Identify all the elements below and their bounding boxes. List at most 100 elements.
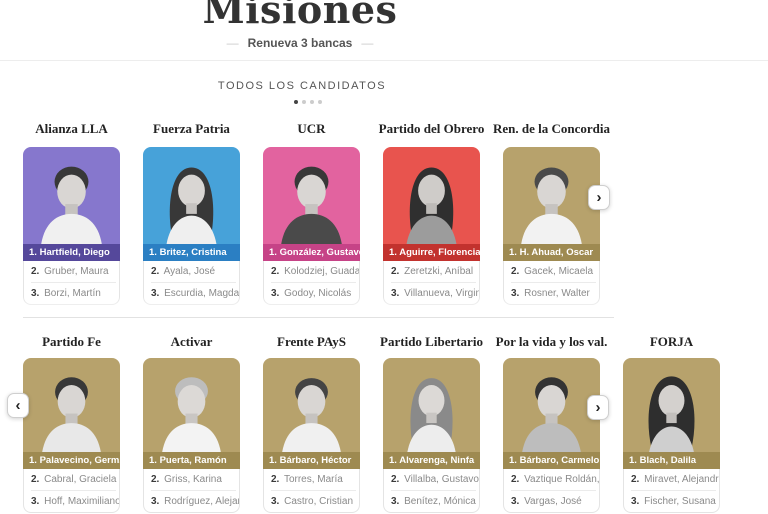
page-title: Misiones <box>202 0 398 32</box>
party-name: Partido del Obrero <box>378 121 485 136</box>
lead-number: 1. <box>389 455 397 466</box>
lead-name: Bárbaro, Carmelo <box>519 455 600 466</box>
lead-candidate-bar: 1. Blach, Dalila <box>623 452 720 469</box>
candidate-card: 1. Aguirre, Florencia 2. Zeretzki, Aníba… <box>383 147 480 305</box>
portrait-photo <box>143 147 240 244</box>
candidate-row: 2. Torres, María <box>264 469 359 490</box>
portrait-photo <box>23 358 120 452</box>
party-column-alianza-lla: Alianza LLA 1. Hartfield, Diego 2. Grube… <box>23 121 120 305</box>
candidate-name: Villalba, Gustavo <box>404 474 479 485</box>
candidate-card: 1. Hartfield, Diego 2. Gruber, Maura 3. … <box>23 147 120 305</box>
candidate-list: 2. Kolodziej, Guadal... 3. Godoy, Nicolá… <box>263 261 360 305</box>
next-button[interactable]: › <box>587 395 609 420</box>
candidate-number: 2. <box>31 266 40 277</box>
row-separator <box>31 490 116 491</box>
portrait-photo <box>503 147 600 244</box>
candidate-name: Borzi, Martín <box>44 288 101 299</box>
candidate-row: 2. Kolodziej, Guadal... <box>264 261 359 282</box>
candidate-name: Gacek, Micaela <box>524 266 594 277</box>
portrait-photo <box>503 358 600 452</box>
party-name: Por la vida y los val. <box>495 334 608 349</box>
male-silhouette-icon <box>521 167 582 244</box>
candidate-number: 3. <box>631 496 640 507</box>
candidate-row: 2. Zeretzki, Aníbal <box>384 261 479 282</box>
party-name: FORJA <box>649 334 694 349</box>
candidate-name: Fischer, Susana <box>644 496 716 507</box>
candidate-list: 2. Miravet, Alejandro 3. Fischer, Susana <box>623 469 720 513</box>
candidate-number: 3. <box>391 288 400 299</box>
party-column-partido-fe: Partido Fe 1. Palavecino, Germ... 2. Cab… <box>23 334 120 513</box>
lead-candidate-bar: 1. Alvarenga, Ninfa <box>383 452 480 469</box>
lead-candidate-bar: 1. Bárbaro, Héctor <box>263 452 360 469</box>
candidate-number: 3. <box>511 288 520 299</box>
lead-number: 1. <box>149 455 157 466</box>
male-silhouette-icon <box>282 377 341 452</box>
subtitle-dash-left: — <box>226 36 239 50</box>
party-column-forja: FORJA 1. Blach, Dalila 2. Miravet, Aleja… <box>623 334 720 513</box>
rows-divider <box>23 317 614 318</box>
chevron-left-icon: ‹ <box>15 397 21 414</box>
lead-name: Alvarenga, Ninfa <box>399 455 475 466</box>
carousel-dots <box>0 100 616 104</box>
candidate-row: 2. Gruber, Maura <box>24 261 119 282</box>
portrait-photo <box>263 358 360 452</box>
lead-candidate-bar: 1. H. Ahuad, Oscar <box>503 244 600 261</box>
candidates-row-2: Partido Fe 1. Palavecino, Germ... 2. Cab… <box>23 334 720 513</box>
candidate-number: 3. <box>151 288 160 299</box>
row-separator <box>31 282 116 283</box>
lead-number: 1. <box>269 455 277 466</box>
lead-name: González, Gustavo <box>279 247 360 258</box>
row-separator <box>511 282 596 283</box>
row-separator <box>631 490 716 491</box>
lead-candidate-bar: 1. Palavecino, Germ... <box>23 452 120 469</box>
candidate-name: Rosner, Walter <box>524 288 590 299</box>
party-column-partido-libertario: Partido Libertario 1. Alvarenga, Ninfa 2… <box>380 334 483 513</box>
candidate-card: 1. Bárbaro, Héctor 2. Torres, María 3. C… <box>263 358 360 513</box>
candidate-card: 1. Puerta, Ramón 2. Griss, Karina 3. Rod… <box>143 358 240 513</box>
candidate-row: 3. Benítez, Mónica <box>384 491 479 512</box>
next-button[interactable]: › <box>588 185 610 210</box>
candidate-number: 2. <box>31 474 40 485</box>
candidate-row: 3. Castro, Cristian <box>264 491 359 512</box>
party-name: Partido Fe <box>42 334 101 349</box>
party-name: Alianza LLA <box>35 121 108 136</box>
carousel-dot[interactable] <box>318 100 322 104</box>
party-column-ren-de-la-concordia: Ren. de la Concordia 1. H. Ahuad, Oscar … <box>493 121 610 305</box>
candidate-name: Gruber, Maura <box>44 266 109 277</box>
candidate-list: 2. Villalba, Gustavo 3. Benítez, Mónica <box>383 469 480 513</box>
candidate-name: Torres, María <box>283 474 343 485</box>
candidate-name: Rodríguez, Alejan... <box>164 496 239 507</box>
candidate-list: 2. Gruber, Maura 3. Borzi, Martín <box>23 261 120 305</box>
candidate-card: 1. Blach, Dalila 2. Miravet, Alejandro 3… <box>623 358 720 513</box>
male-silhouette-icon <box>522 376 581 452</box>
candidate-number: 3. <box>511 496 520 507</box>
carousel-dot-active[interactable] <box>294 100 298 104</box>
candidate-number: 2. <box>631 474 640 485</box>
candidate-row: 3. Rosner, Walter <box>504 283 599 304</box>
carousel-dot[interactable] <box>310 100 314 104</box>
candidate-card: 1. Bárbaro, Carmelo 2. Vaztique Roldán, … <box>503 358 600 513</box>
candidate-row: 3. Villanueva, Virginia <box>384 283 479 304</box>
row-separator <box>271 490 356 491</box>
candidate-name: Villanueva, Virginia <box>404 288 479 299</box>
candidate-list: 2. Cabral, Graciela 3. Hoff, Maximiliano <box>23 469 120 513</box>
candidate-row: 3. Vargas, José <box>504 491 599 512</box>
row-separator <box>271 282 356 283</box>
lead-candidate-bar: 1. Bárbaro, Carmelo <box>503 452 600 469</box>
row-separator <box>511 490 596 491</box>
candidate-list: 2. Vaztique Roldán, ... 3. Vargas, José <box>503 469 600 513</box>
candidate-number: 2. <box>391 474 400 485</box>
portrait-photo <box>143 358 240 452</box>
candidate-number: 2. <box>391 266 400 277</box>
candidate-name: Vargas, José <box>524 496 582 507</box>
carousel-dot[interactable] <box>302 100 306 104</box>
party-name: Frente PAyS <box>277 334 346 349</box>
portrait-photo <box>263 147 360 244</box>
candidate-number: 3. <box>151 496 160 507</box>
lead-candidate-bar: 1. González, Gustavo <box>263 244 360 261</box>
candidate-number: 2. <box>151 266 160 277</box>
candidate-name: Griss, Karina <box>164 474 222 485</box>
lead-number: 1. <box>389 247 397 258</box>
candidate-list: 2. Griss, Karina 3. Rodríguez, Alejan... <box>143 469 240 513</box>
prev-button[interactable]: ‹ <box>7 393 29 418</box>
